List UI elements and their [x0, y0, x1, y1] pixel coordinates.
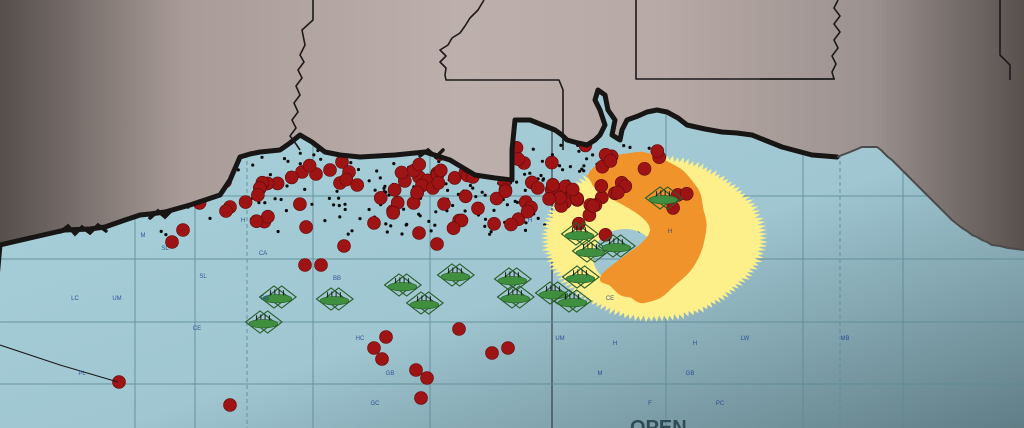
svg-text:PL: PL — [78, 371, 86, 377]
svg-text:HC: HC — [356, 336, 365, 342]
svg-text:BL: BL — [194, 179, 202, 185]
svg-text:UM: UM — [112, 296, 121, 302]
svg-text:BB: BB — [261, 296, 269, 302]
svg-text:MB: MB — [841, 336, 850, 342]
svg-text:GB: GB — [386, 371, 395, 377]
svg-text:GC: GC — [371, 401, 381, 407]
svg-text:LC: LC — [71, 296, 79, 302]
svg-text:CA: CA — [259, 251, 267, 257]
svg-text:PC: PC — [716, 401, 725, 407]
svg-text:M: M — [141, 233, 146, 239]
svg-text:UM: UM — [555, 336, 564, 342]
svg-text:H: H — [693, 341, 697, 347]
svg-text:CE: CE — [606, 296, 614, 302]
svg-text:OPEN: OPEN — [630, 417, 687, 428]
svg-text:GB: GB — [686, 371, 695, 377]
svg-text:LW: LW — [741, 336, 750, 342]
svg-text:BB: BB — [333, 276, 341, 282]
svg-text:F: F — [648, 401, 652, 407]
svg-text:M: M — [598, 371, 603, 377]
svg-text:H: H — [613, 341, 617, 347]
svg-text:H: H — [528, 218, 532, 224]
svg-text:CE: CE — [193, 326, 201, 332]
svg-text:JB: JB — [799, 121, 806, 127]
svg-text:H: H — [241, 218, 245, 224]
svg-text:SL: SL — [161, 246, 169, 252]
svg-text:BL: BL — [191, 151, 199, 157]
svg-text:SL: SL — [199, 274, 207, 280]
svg-text:H: H — [668, 229, 672, 235]
